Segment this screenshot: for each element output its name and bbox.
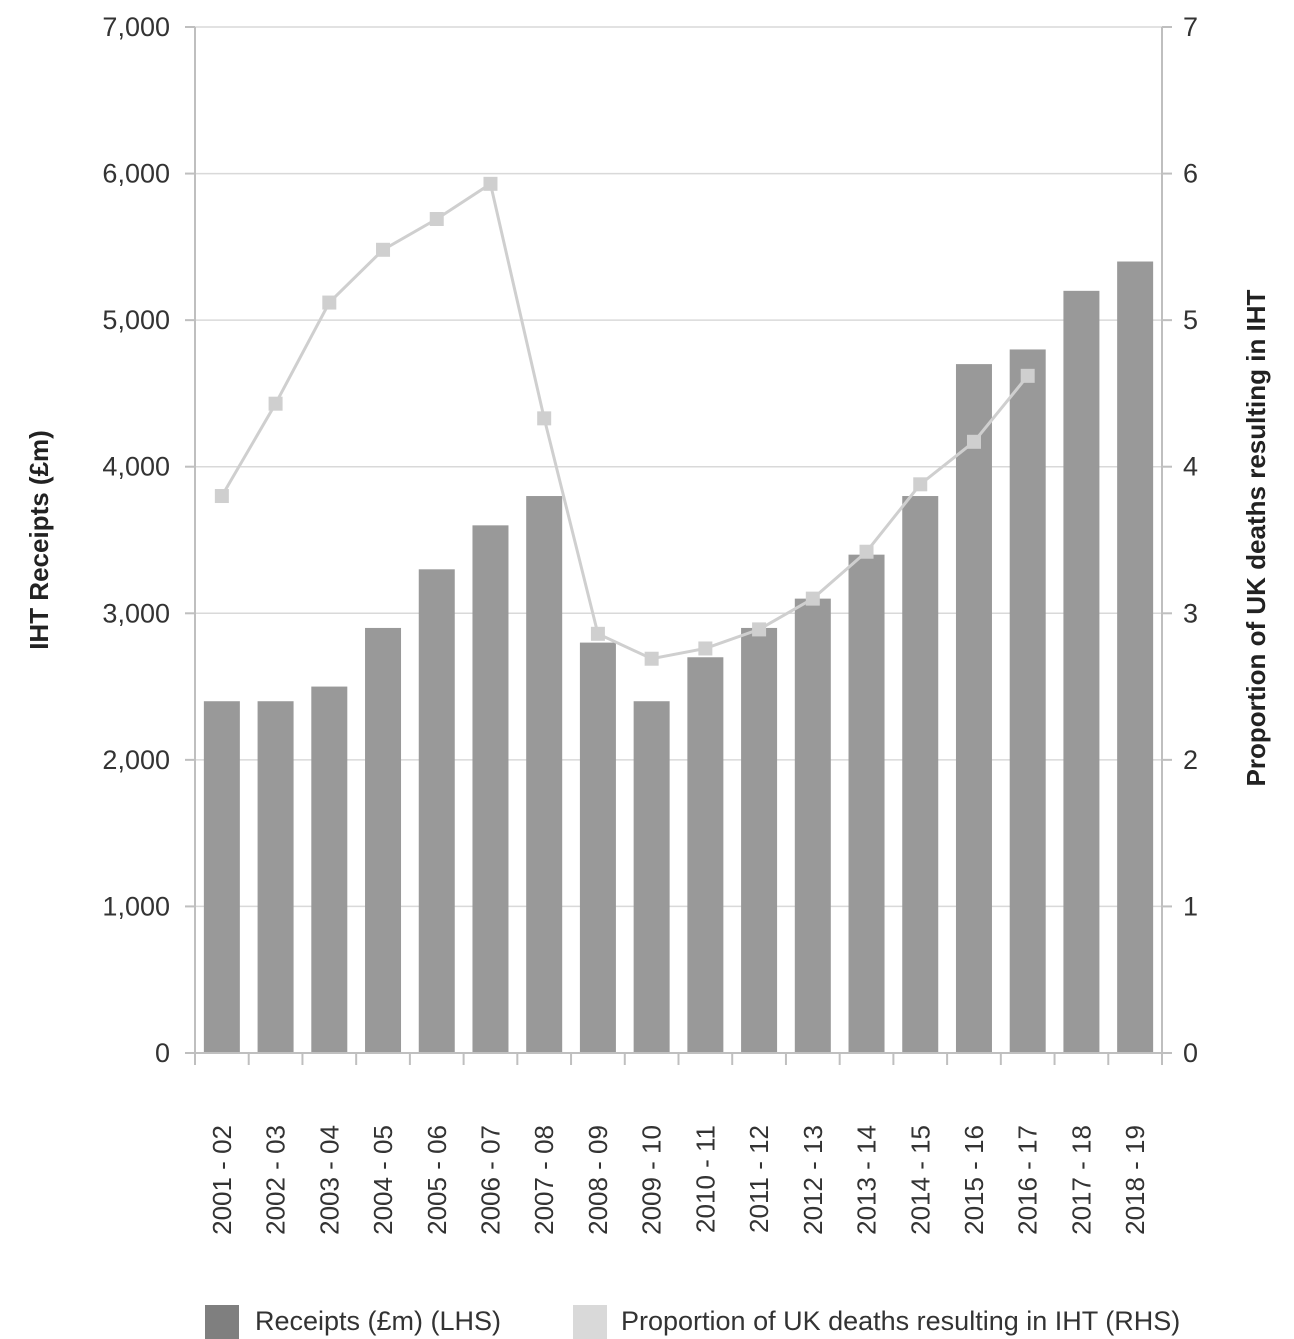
line-marker <box>859 544 874 559</box>
line-marker <box>537 411 552 426</box>
bar <box>418 569 455 1053</box>
bar <box>203 701 240 1053</box>
line-marker <box>913 477 928 492</box>
bar <box>741 627 778 1053</box>
category-label: 2016 - 17 <box>1013 1125 1043 1235</box>
y-tick-label: 3,000 <box>102 598 170 628</box>
right-axis-title: Proportion of UK deaths resulting in IHT <box>1241 289 1271 786</box>
y-tick-label: 0 <box>155 1038 170 1068</box>
category-label: 2010 - 11 <box>690 1125 720 1233</box>
axes <box>185 26 1172 1065</box>
y2-tick-label: 4 <box>1183 452 1198 482</box>
left-axis-ticks: 0 1,000 2,000 3,000 4,000 5,000 6,000 7,000 <box>102 12 170 1068</box>
y-tick-label: 6,000 <box>102 159 170 189</box>
bar <box>902 496 939 1053</box>
category-label: 2015 - 16 <box>959 1125 989 1235</box>
bar <box>365 627 402 1053</box>
line-marker <box>698 641 713 656</box>
category-label: 2009 - 10 <box>637 1125 667 1235</box>
bar <box>687 657 724 1053</box>
category-label: 2002 - 03 <box>261 1125 291 1235</box>
bar <box>955 364 992 1054</box>
line-marker <box>376 242 391 257</box>
line-marker <box>322 295 337 310</box>
category-label: 2013 - 14 <box>852 1125 882 1235</box>
bar <box>1063 290 1100 1053</box>
line-marker <box>429 212 444 227</box>
y-tick-label: 2,000 <box>102 745 170 775</box>
line-marker <box>483 176 498 191</box>
legend-label-receipts: Receipts (£m) (LHS) <box>255 1306 501 1336</box>
y-tick-label: 7,000 <box>102 12 170 42</box>
bar <box>257 701 294 1053</box>
y-tick-label: 5,000 <box>102 305 170 335</box>
bar <box>848 554 885 1053</box>
y2-tick-label: 2 <box>1183 745 1198 775</box>
line-marker <box>214 489 229 504</box>
category-label: 2001 - 02 <box>207 1125 237 1235</box>
line-marker <box>644 651 659 666</box>
gridlines <box>195 26 1162 908</box>
line-marker <box>1020 368 1035 383</box>
category-label: 2018 - 19 <box>1120 1125 1150 1235</box>
bar <box>1117 261 1154 1053</box>
category-label: 2004 - 05 <box>368 1125 398 1235</box>
bar <box>1009 349 1046 1053</box>
y2-tick-label: 3 <box>1183 598 1198 628</box>
legend: Receipts (£m) (LHS) Proportion of UK dea… <box>205 1305 1180 1339</box>
category-label: 2007 - 08 <box>529 1125 559 1235</box>
category-labels: 2001 - 02 2002 - 03 2003 - 04 2004 - 05 2005… <box>207 1125 1150 1235</box>
category-label: 2003 - 04 <box>314 1125 344 1235</box>
line-marker <box>590 626 605 641</box>
right-axis-ticks: 0 1 2 3 4 5 6 7 <box>1183 12 1198 1068</box>
category-label: 2011 - 12 <box>744 1125 774 1233</box>
line-marker <box>268 396 283 411</box>
line-series <box>214 176 1035 666</box>
category-label: 2008 - 09 <box>583 1125 613 1235</box>
line-marker <box>805 591 820 606</box>
y2-tick-label: 6 <box>1183 159 1198 189</box>
category-label: 2006 - 07 <box>475 1125 505 1235</box>
bar <box>579 642 616 1053</box>
y2-tick-label: 1 <box>1183 891 1198 921</box>
legend-swatch-receipts <box>205 1305 239 1339</box>
bar <box>526 496 563 1053</box>
left-axis-title: IHT Receipts (£m) <box>24 430 54 650</box>
category-label: 2012 - 13 <box>798 1125 828 1235</box>
line-marker <box>966 434 981 449</box>
bar <box>311 686 348 1053</box>
legend-label-proportion: Proportion of UK deaths resulting in IHT… <box>621 1306 1180 1336</box>
category-label: 2005 - 06 <box>422 1125 452 1235</box>
proportion-line <box>220 181 1029 661</box>
legend-swatch-proportion <box>573 1305 607 1339</box>
line-marker <box>752 622 767 637</box>
bar <box>794 598 831 1053</box>
y-tick-label: 4,000 <box>102 452 170 482</box>
y2-tick-label: 7 <box>1183 12 1198 42</box>
y2-tick-label: 5 <box>1183 305 1198 335</box>
bar <box>472 525 509 1053</box>
y-tick-label: 1,000 <box>102 891 170 921</box>
category-label: 2014 - 15 <box>905 1125 935 1235</box>
bar-series <box>203 261 1154 1054</box>
bar <box>633 701 670 1053</box>
category-label: 2017 - 18 <box>1066 1125 1096 1235</box>
y2-tick-label: 0 <box>1183 1038 1198 1068</box>
